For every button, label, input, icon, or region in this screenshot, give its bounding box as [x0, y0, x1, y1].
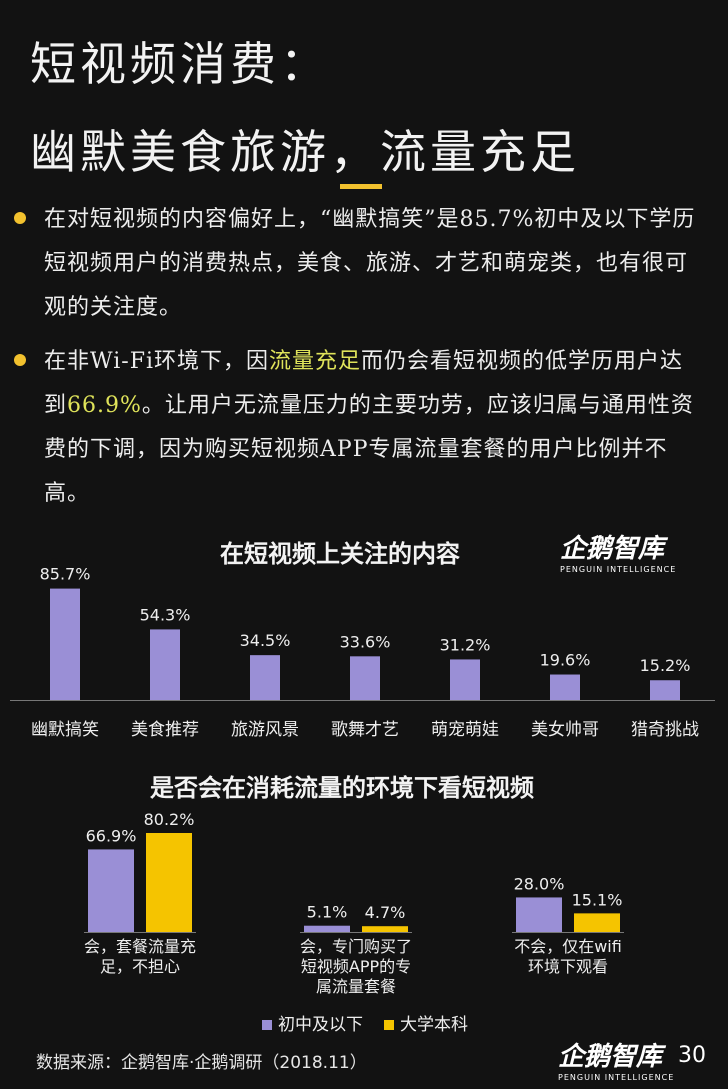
- chart2-category-label-1-2: 属流量套餐: [316, 977, 396, 996]
- page-title-line2: 幽默美食旅游，流量充足: [30, 125, 580, 179]
- chart1-bar-0: [50, 588, 80, 700]
- chart1-value-label-5: 19.6%: [540, 651, 591, 670]
- chart1-category-label-4: 萌宠萌娃: [431, 720, 499, 740]
- chart2-value-label-0-0: 66.9%: [86, 826, 137, 845]
- chart1-bar-6: [650, 680, 680, 700]
- bullet-dot-icon: [14, 212, 26, 224]
- chart1-category-label-2: 旅游风景: [231, 720, 299, 740]
- legend-label-2: 大学本科: [400, 1015, 468, 1035]
- chart2-bar-1-1: [362, 926, 408, 932]
- chart2-bar-0-1: [146, 833, 192, 932]
- chart2-value-label-2-1: 15.1%: [572, 890, 623, 909]
- chart2-category-label-1-1: 短视频APP的专: [301, 957, 411, 976]
- logo-subtitle-bottom: PENGUIN INTELLIGENCE: [558, 1073, 675, 1082]
- bullet2-text-middle: 而仍会看短视频的低学历用户达到: [44, 349, 684, 418]
- chart1-category-label-0: 幽默搞笑: [31, 720, 99, 740]
- chart2-value-label-1-1: 4.7%: [365, 903, 406, 922]
- data-source: 数据来源：企鹅智库·企鹅调研（2018.11）: [36, 1053, 367, 1073]
- logo-top: 企鹅智库 PENGUIN INTELLIGENCE: [560, 528, 676, 574]
- chart2-value-label-0-1: 80.2%: [144, 810, 195, 829]
- chart2-bar-1-0: [304, 925, 350, 932]
- chart1-bar-1: [150, 629, 180, 700]
- chart1-bar-2: [250, 655, 280, 700]
- chart1-bar-4: [450, 659, 480, 700]
- bullet-dot-icon: [14, 354, 26, 366]
- chart2-bar-0-0: [88, 849, 134, 932]
- chart1-value-label-0: 85.7%: [40, 565, 91, 584]
- logo-wordmark-bottom: 企鹅智库: [558, 1042, 663, 1072]
- legend-swatch-yellow: [384, 1020, 394, 1030]
- page-title-line1: 短视频消费：: [30, 37, 330, 91]
- chart2-category-label-0-1: 足，不担心: [100, 957, 180, 976]
- logo-wordmark-top: 企鹅智库: [560, 534, 665, 564]
- chart2-category-label-2-0: 不会，仅在wifi: [514, 937, 622, 956]
- chart1-bar-3: [350, 656, 380, 700]
- chart2-value-label-2-0: 28.0%: [514, 874, 565, 893]
- chart2-bar-2-0: [516, 897, 562, 932]
- legend-label-1: 初中及以下: [278, 1015, 363, 1035]
- logo-subtitle-top: PENGUIN INTELLIGENCE: [560, 565, 677, 574]
- chart1-category-label-5: 美女帅哥: [531, 720, 599, 740]
- chart2-bar-2-1: [574, 913, 620, 932]
- chart1-value-label-4: 31.2%: [440, 635, 491, 654]
- chart2-category-label-0-0: 会，套餐流量充: [84, 937, 196, 956]
- chart1-value-label-1: 54.3%: [140, 605, 191, 624]
- bullet2-highlight-traffic: 流量充足: [269, 349, 362, 374]
- chart1-bar-5: [550, 674, 580, 700]
- chart1-title: 在短视频上关注的内容: [220, 540, 460, 568]
- chart2-category-label-1-0: 会，专门购买了: [300, 937, 412, 956]
- bullet2-highlight-percent: 66.9%: [67, 393, 142, 418]
- chart1-value-label-2: 34.5%: [240, 631, 291, 650]
- chart1-category-label-3: 歌舞才艺: [331, 720, 399, 740]
- chart1-category-label-6: 猎奇挑战: [631, 720, 699, 740]
- bullet-point-1: 在对短视频的内容偏好上，“幽默搞笑”是85.7%初中及以下学历短视频用户的消费热…: [14, 198, 704, 330]
- chart2-category-label-2-1: 环境下观看: [528, 957, 608, 976]
- logo-bottom: 企鹅智库 PENGUIN INTELLIGENCE: [558, 1036, 674, 1082]
- bullet-text-1: 在对短视频的内容偏好上，“幽默搞笑”是85.7%初中及以下学历短视频用户的消费热…: [44, 207, 696, 320]
- title-accent-divider: [340, 184, 382, 189]
- bullet-text-2: 在非Wi-Fi环境下，因流量充足而仍会看短视频的低学历用户达到66.9%。让用户…: [44, 340, 704, 516]
- legend-swatch-purple: [262, 1020, 272, 1030]
- bullet2-text-start: 在非Wi-Fi环境下，因: [44, 349, 269, 374]
- legend-series-1: 初中及以下: [262, 1010, 363, 1035]
- chart2-title: 是否会在消耗流量的环境下看短视频: [150, 774, 534, 802]
- page-number: 30: [678, 1043, 706, 1068]
- bullet-point-2: 在非Wi-Fi环境下，因流量充足而仍会看短视频的低学历用户达到66.9%。让用户…: [14, 340, 704, 516]
- chart1-category-label-1: 美食推荐: [131, 720, 199, 740]
- chart1-value-label-3: 33.6%: [340, 632, 391, 651]
- chart2-value-label-1-0: 5.1%: [307, 903, 348, 922]
- chart1-value-label-6: 15.2%: [640, 656, 691, 675]
- legend-series-2: 大学本科: [384, 1010, 468, 1035]
- chart-content-interest: 85.7% 幽默搞笑 54.3% 美食推荐 34.5% 旅游风景 33.6% 歌舞才艺 31.2…: [10, 565, 715, 740]
- bullet2-text-end: 。让用户无流量压力的主要功劳，应该归属与通用性资费的下调，因为购买短视频APP专…: [44, 393, 694, 506]
